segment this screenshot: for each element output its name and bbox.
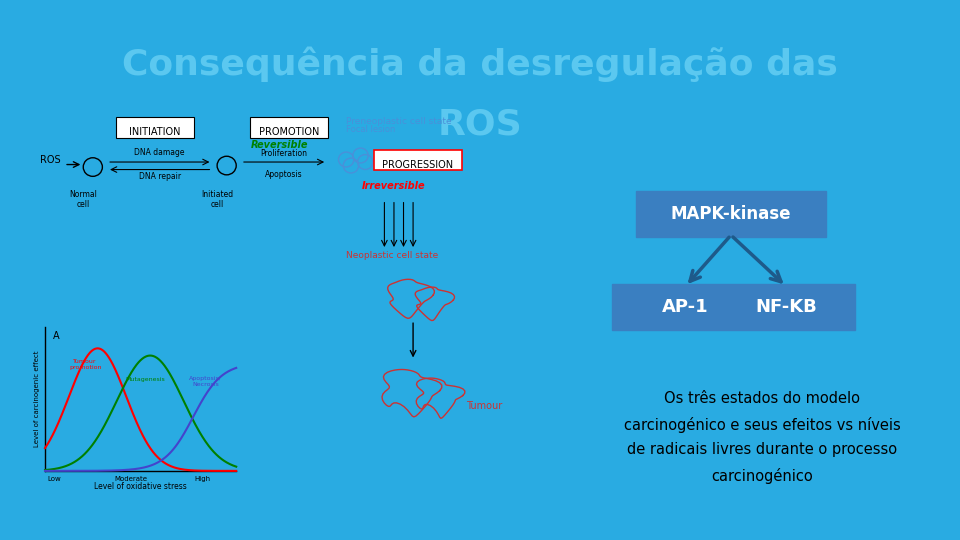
Text: MAPK-kinase: MAPK-kinase: [671, 205, 791, 223]
Text: DNA repair: DNA repair: [138, 172, 180, 181]
Text: Moderate: Moderate: [114, 476, 148, 482]
Text: Low: Low: [48, 476, 61, 482]
Text: Mutagenesis: Mutagenesis: [126, 376, 165, 381]
Text: Os três estados do modelo
carcinogénico e seus efeitos vs níveis
de radicais liv: Os três estados do modelo carcinogénico …: [624, 391, 900, 484]
Text: INITIATION: INITIATION: [130, 127, 180, 137]
Text: Consequência da desregulação das: Consequência da desregulação das: [122, 46, 838, 82]
Text: Tumour
promotion: Tumour promotion: [69, 359, 102, 370]
Text: Focal lesion: Focal lesion: [347, 125, 396, 134]
Text: Preneoplastic cell state: Preneoplastic cell state: [347, 117, 452, 126]
FancyBboxPatch shape: [636, 191, 826, 237]
Text: PROGRESSION: PROGRESSION: [382, 159, 453, 170]
Text: Proliferation: Proliferation: [260, 148, 307, 158]
Text: NF-KB: NF-KB: [756, 298, 817, 316]
Text: AP-1: AP-1: [662, 298, 708, 316]
FancyBboxPatch shape: [116, 117, 194, 138]
Text: Initiated
cell: Initiated cell: [201, 190, 233, 209]
Text: High: High: [195, 476, 211, 482]
Text: Apoptosis: Apoptosis: [265, 170, 302, 179]
Text: Level of oxidative stress: Level of oxidative stress: [94, 482, 187, 491]
Text: ROS: ROS: [438, 107, 522, 141]
Text: Tumour: Tumour: [466, 401, 502, 410]
Text: Level of carcinogenic effect: Level of carcinogenic effect: [35, 350, 40, 447]
Text: A: A: [53, 332, 60, 341]
Text: Normal
cell: Normal cell: [69, 190, 97, 209]
Text: Reversible: Reversible: [251, 140, 308, 151]
FancyBboxPatch shape: [612, 285, 854, 330]
Text: Neoplastic cell state: Neoplastic cell state: [347, 252, 439, 260]
Text: ROS: ROS: [40, 154, 60, 165]
FancyBboxPatch shape: [250, 117, 328, 138]
Text: Irreversible: Irreversible: [362, 181, 426, 191]
Text: DNA damage: DNA damage: [134, 148, 185, 157]
Text: PROMOTION: PROMOTION: [258, 127, 319, 137]
FancyBboxPatch shape: [373, 150, 462, 171]
Text: Apoptosis/
Necrosis: Apoptosis/ Necrosis: [189, 376, 222, 387]
